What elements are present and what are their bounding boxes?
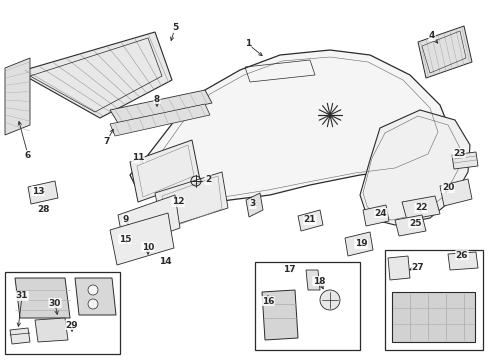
Polygon shape <box>118 195 180 248</box>
Bar <box>384 250 482 350</box>
Bar <box>5 272 120 354</box>
Text: 6: 6 <box>25 150 31 159</box>
Polygon shape <box>417 26 471 78</box>
Polygon shape <box>297 210 323 231</box>
Text: 16: 16 <box>261 297 274 306</box>
Text: 26: 26 <box>455 251 468 260</box>
Text: 22: 22 <box>414 203 427 212</box>
Text: 9: 9 <box>122 215 129 224</box>
Text: 3: 3 <box>249 199 256 208</box>
Text: 18: 18 <box>312 276 325 285</box>
Text: 14: 14 <box>159 256 171 266</box>
Polygon shape <box>10 328 30 344</box>
Polygon shape <box>439 179 471 206</box>
Text: 24: 24 <box>374 208 386 217</box>
Bar <box>254 262 359 350</box>
Text: 25: 25 <box>408 219 420 228</box>
Polygon shape <box>447 252 477 270</box>
Circle shape <box>88 299 98 309</box>
Text: 2: 2 <box>204 175 211 184</box>
Polygon shape <box>35 318 68 342</box>
Text: 17: 17 <box>282 265 295 274</box>
Text: 20: 20 <box>441 184 453 193</box>
Text: 31: 31 <box>16 292 28 301</box>
Circle shape <box>88 285 98 295</box>
Polygon shape <box>387 256 409 280</box>
Polygon shape <box>28 181 58 204</box>
Text: 19: 19 <box>354 239 366 248</box>
Polygon shape <box>130 140 200 202</box>
Polygon shape <box>401 196 439 220</box>
Polygon shape <box>345 232 372 256</box>
Text: 28: 28 <box>38 206 50 215</box>
Text: 13: 13 <box>32 186 44 195</box>
Polygon shape <box>305 270 319 290</box>
Text: 21: 21 <box>303 216 316 225</box>
Polygon shape <box>391 292 474 342</box>
Text: 8: 8 <box>154 94 160 104</box>
Polygon shape <box>362 205 388 226</box>
Text: 27: 27 <box>411 262 424 271</box>
Text: 4: 4 <box>428 31 434 40</box>
Polygon shape <box>451 152 477 169</box>
Circle shape <box>319 290 339 310</box>
Text: 12: 12 <box>171 198 184 207</box>
Polygon shape <box>110 213 174 265</box>
Text: 5: 5 <box>171 23 178 32</box>
Polygon shape <box>75 278 116 315</box>
Polygon shape <box>130 50 449 205</box>
Text: 30: 30 <box>49 298 61 307</box>
Text: 29: 29 <box>65 320 78 329</box>
Polygon shape <box>155 172 227 229</box>
Text: 15: 15 <box>119 234 131 243</box>
Text: 10: 10 <box>142 243 154 252</box>
Polygon shape <box>359 110 469 225</box>
Polygon shape <box>262 290 297 340</box>
Polygon shape <box>110 104 209 136</box>
Polygon shape <box>18 32 172 118</box>
Polygon shape <box>15 278 70 318</box>
Polygon shape <box>245 193 263 217</box>
Text: 11: 11 <box>131 153 144 162</box>
Polygon shape <box>394 215 425 236</box>
Text: 7: 7 <box>103 136 110 145</box>
Text: 1: 1 <box>244 40 251 49</box>
Polygon shape <box>110 90 212 123</box>
Polygon shape <box>5 58 30 135</box>
Text: 23: 23 <box>452 148 464 158</box>
